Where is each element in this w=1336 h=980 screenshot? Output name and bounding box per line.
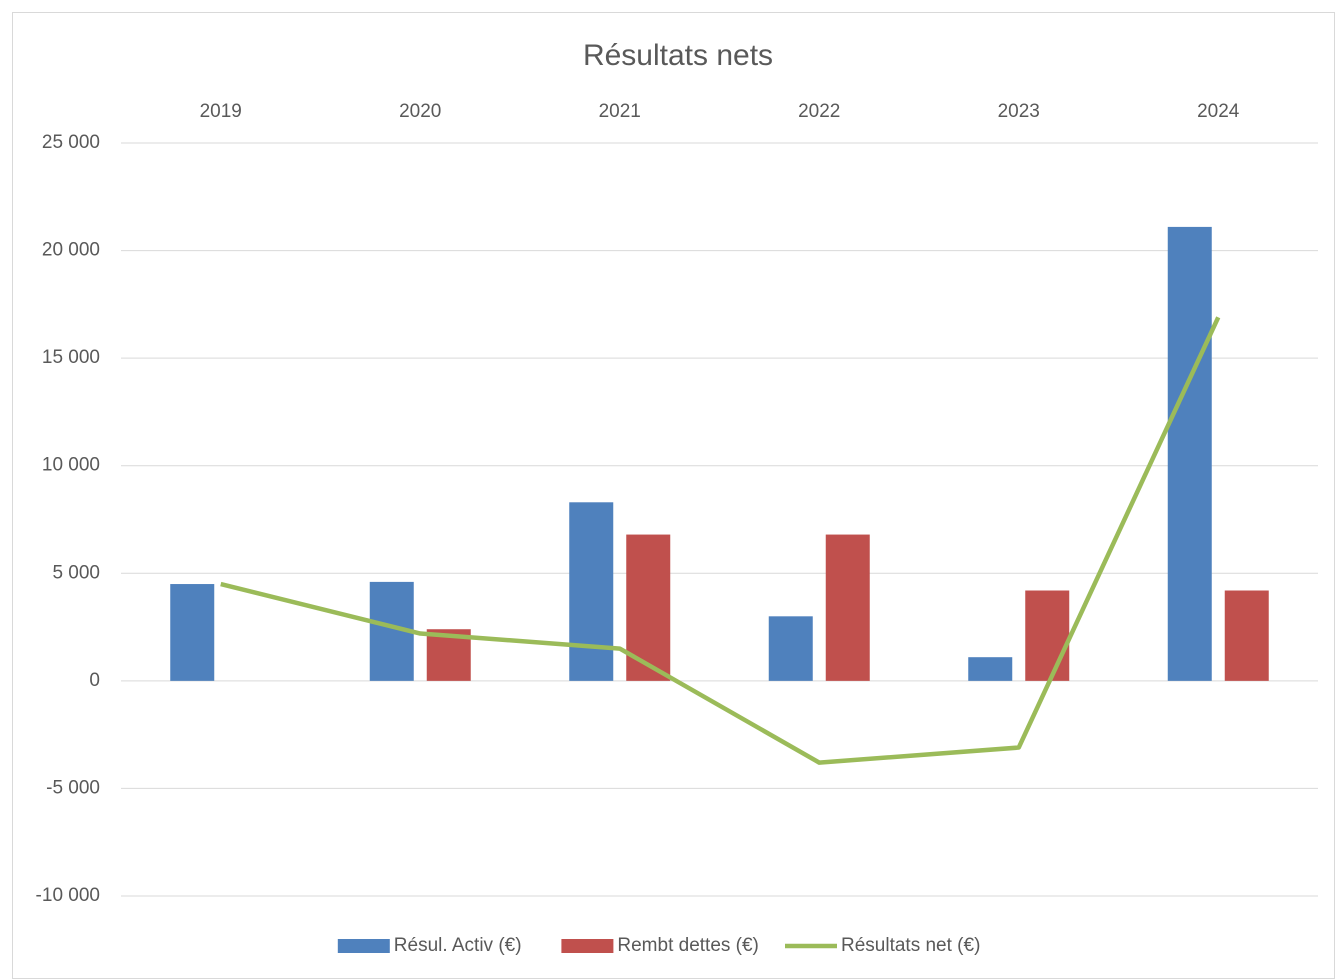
bar (1025, 590, 1070, 681)
x-tick-label: 2022 (798, 101, 840, 122)
legend-swatch (561, 939, 614, 953)
y-tick-label: 5 000 (52, 562, 100, 583)
y-tick-label: 20 000 (42, 240, 100, 261)
bar (825, 534, 870, 681)
bar (569, 502, 614, 681)
legend-label: Résul. Activ (€) (394, 935, 522, 956)
chart-frame (12, 12, 1335, 979)
bar (1224, 590, 1269, 681)
y-tick-label: 15 000 (42, 347, 100, 368)
chart-title: Résultats nets (583, 39, 773, 72)
bar (1167, 226, 1212, 681)
line (220, 316, 1221, 765)
x-tick-label: 2024 (1197, 101, 1240, 122)
x-tick-label: 2019 (200, 101, 242, 122)
y-tick-label: 25 000 (42, 132, 100, 153)
bar (968, 657, 1013, 681)
y-tick-label: 0 (89, 670, 100, 691)
legend-label: Rembt dettes (€) (617, 935, 759, 956)
bar (170, 584, 215, 681)
legend-label: Résultats net (€) (841, 935, 980, 956)
y-tick-label: -5 000 (46, 777, 100, 798)
bar (768, 616, 813, 681)
y-tick-label: 10 000 (42, 455, 100, 476)
bar (626, 534, 671, 681)
x-tick-label: 2021 (599, 101, 641, 122)
x-tick-label: 2020 (399, 101, 441, 122)
y-tick-label: -10 000 (36, 885, 100, 906)
legend-swatch (337, 939, 390, 953)
x-tick-label: 2023 (998, 101, 1040, 122)
